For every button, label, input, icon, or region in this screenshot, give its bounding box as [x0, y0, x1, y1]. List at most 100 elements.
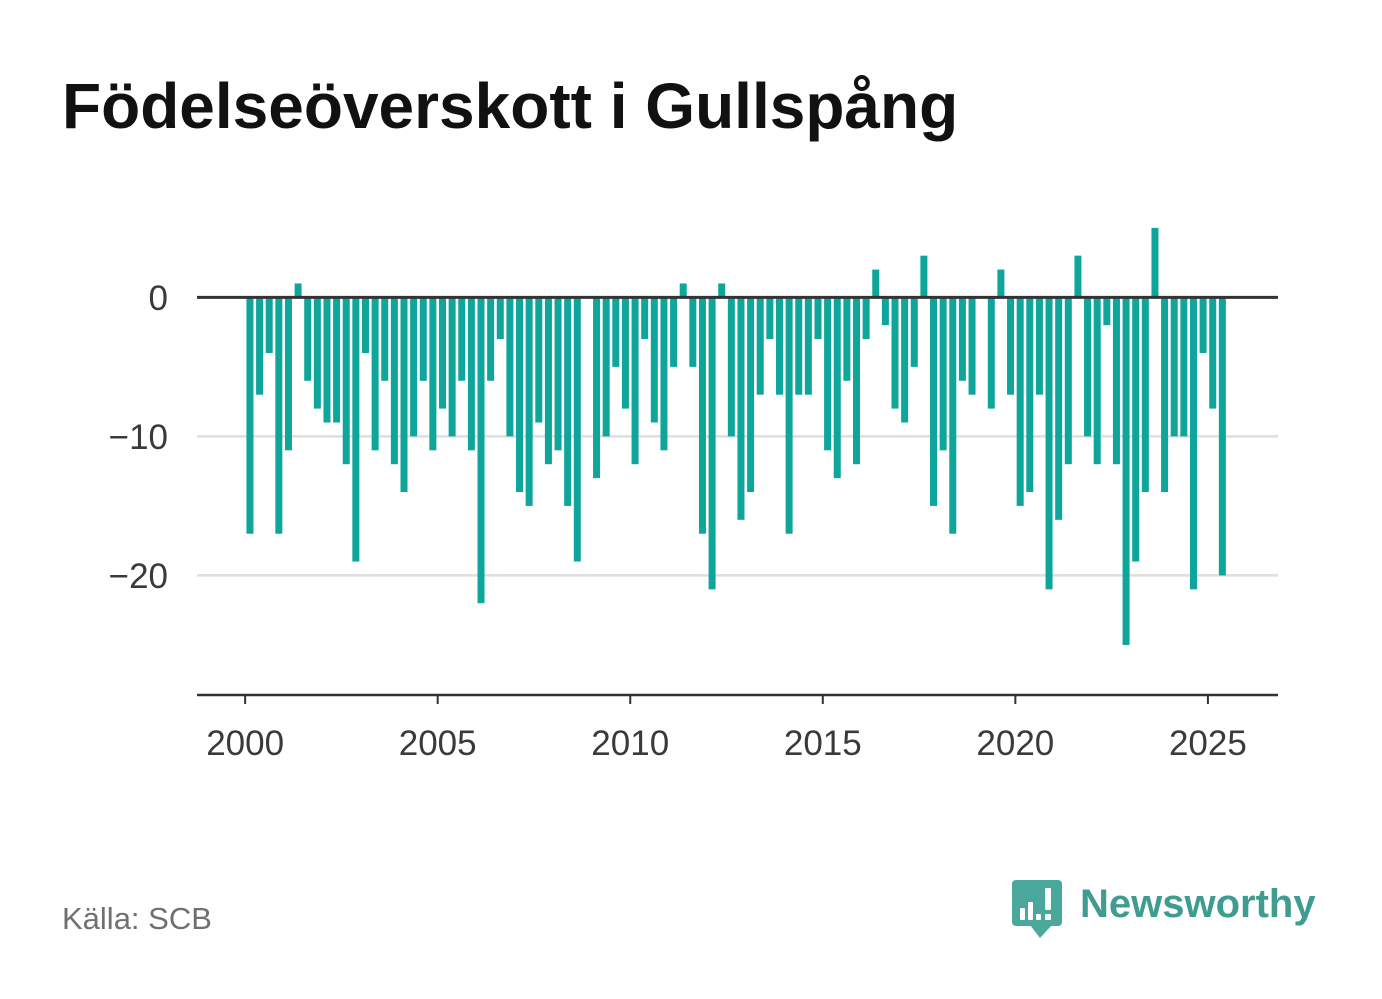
bar — [506, 297, 514, 437]
bar — [602, 297, 610, 437]
bar — [381, 297, 389, 381]
bar — [275, 297, 283, 534]
bar — [1199, 297, 1207, 353]
bar — [679, 283, 687, 298]
bar — [304, 297, 312, 381]
bar — [1103, 297, 1111, 326]
bar — [1180, 297, 1188, 437]
bar — [477, 297, 485, 604]
bar — [1112, 297, 1120, 465]
bar — [1016, 297, 1024, 506]
bar — [997, 269, 1005, 298]
bar-series — [246, 227, 1226, 645]
bar — [535, 297, 543, 423]
bar — [670, 297, 678, 367]
bar — [833, 297, 841, 479]
bar — [496, 297, 504, 340]
bar — [544, 297, 552, 465]
axes: 0 −10 −20 2000 2005 2010 2015 2020 2025 — [109, 279, 1278, 763]
bar — [968, 297, 976, 395]
bar — [390, 297, 398, 465]
bar — [1132, 297, 1140, 562]
bar — [631, 297, 639, 465]
bar — [419, 297, 427, 381]
bar — [525, 297, 533, 506]
bar — [1045, 297, 1053, 590]
bar — [718, 283, 726, 298]
bar — [265, 297, 273, 353]
bar — [1218, 297, 1226, 576]
bar — [872, 269, 880, 298]
bar — [439, 297, 447, 409]
bar — [429, 297, 437, 451]
bar — [804, 297, 812, 395]
bar — [400, 297, 408, 493]
bar — [256, 297, 264, 395]
brand-logo: Newsworthy — [1012, 878, 1322, 940]
bar — [313, 297, 321, 409]
bar — [910, 297, 918, 367]
bar — [949, 297, 957, 534]
bar — [660, 297, 668, 451]
source-note: Källa: SCB — [62, 901, 212, 936]
x-tick-label: 2015 — [784, 724, 862, 763]
bar — [554, 297, 562, 451]
x-tick-label: 2010 — [591, 724, 669, 763]
bar — [573, 297, 581, 562]
bar — [246, 297, 254, 534]
brand-name: Newsworthy — [1080, 882, 1316, 926]
bar — [891, 297, 899, 409]
bar — [930, 297, 938, 506]
bar — [333, 297, 341, 423]
bar — [824, 297, 832, 451]
x-tick-label: 2025 — [1169, 724, 1247, 763]
bar — [1093, 297, 1101, 465]
bar — [467, 297, 475, 451]
bar — [1035, 297, 1043, 395]
bar — [747, 297, 755, 493]
y-tick-label: −10 — [109, 418, 168, 457]
bar — [1122, 297, 1130, 645]
bar — [284, 297, 292, 451]
bar — [516, 297, 524, 493]
y-tick-label: −20 — [109, 557, 168, 596]
bar — [939, 297, 947, 451]
bar — [650, 297, 658, 423]
x-tick-label: 2005 — [399, 724, 477, 763]
bar — [775, 297, 783, 395]
bar — [371, 297, 379, 451]
bar — [727, 297, 735, 437]
bar — [814, 297, 822, 340]
bar — [689, 297, 697, 367]
bar — [1064, 297, 1072, 465]
bar — [785, 297, 793, 534]
bar — [766, 297, 774, 340]
bar — [1055, 297, 1063, 520]
bar — [593, 297, 601, 479]
bar — [1007, 297, 1015, 395]
bar — [958, 297, 966, 381]
bar — [458, 297, 466, 381]
bar — [1084, 297, 1092, 437]
x-tick-label: 2020 — [976, 724, 1054, 763]
bar — [901, 297, 909, 423]
bar — [737, 297, 745, 520]
bar — [1161, 297, 1169, 493]
bar — [342, 297, 350, 465]
bar — [612, 297, 620, 367]
bar — [641, 297, 649, 340]
chart-title: Födelseöverskott i Gullspång — [62, 70, 959, 142]
bar — [1209, 297, 1217, 409]
bar — [294, 283, 302, 298]
bar — [1141, 297, 1149, 493]
y-tick-label: 0 — [149, 279, 168, 318]
bar — [1074, 255, 1082, 298]
bar — [881, 297, 889, 326]
bar — [1026, 297, 1034, 493]
bar — [987, 297, 995, 409]
bar — [698, 297, 706, 534]
bar — [795, 297, 803, 395]
bar — [1170, 297, 1178, 437]
bar — [1189, 297, 1197, 590]
bar — [410, 297, 418, 437]
